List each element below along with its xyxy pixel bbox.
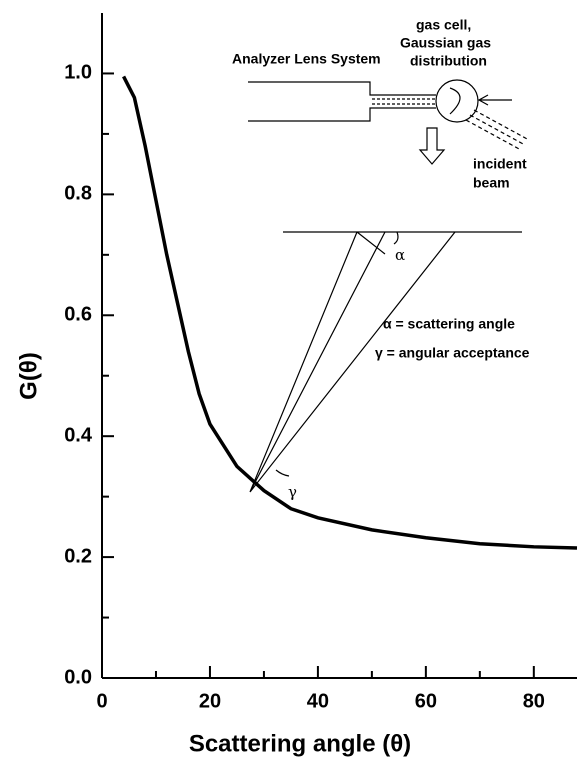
y-tick-label: 0.4: [64, 424, 93, 446]
annotation: gas cell,: [416, 17, 471, 33]
annotation: distribution: [410, 53, 487, 69]
annotation: γ: [288, 483, 297, 501]
y-tick-label: 0.0: [64, 666, 92, 688]
setup-diagram: [248, 79, 530, 493]
y-tick-label: 0.8: [64, 183, 92, 205]
x-tick-label: 0: [96, 690, 107, 712]
x-tick-label: 60: [415, 690, 437, 712]
x-tick-label: 40: [307, 690, 329, 712]
annotation: α: [395, 246, 405, 264]
x-axis-label: Scattering angle (θ): [189, 730, 411, 757]
curve: [122, 75, 578, 550]
y-axis-label: G(θ): [15, 352, 42, 400]
annotation: incident: [473, 156, 527, 172]
y-tick-label: 0.2: [64, 545, 92, 567]
annotation: Analyzer Lens System: [232, 51, 381, 67]
y-tick-label: 0.6: [64, 304, 92, 326]
annotation: Gaussian gas: [400, 35, 491, 51]
annotation: beam: [473, 175, 510, 191]
y-tick-label: 1.0: [64, 62, 92, 84]
annotation: γ = angular acceptance: [375, 345, 530, 361]
x-tick-label: 20: [199, 690, 221, 712]
annotation: α = scattering angle: [383, 316, 515, 332]
x-tick-label: 80: [523, 690, 545, 712]
